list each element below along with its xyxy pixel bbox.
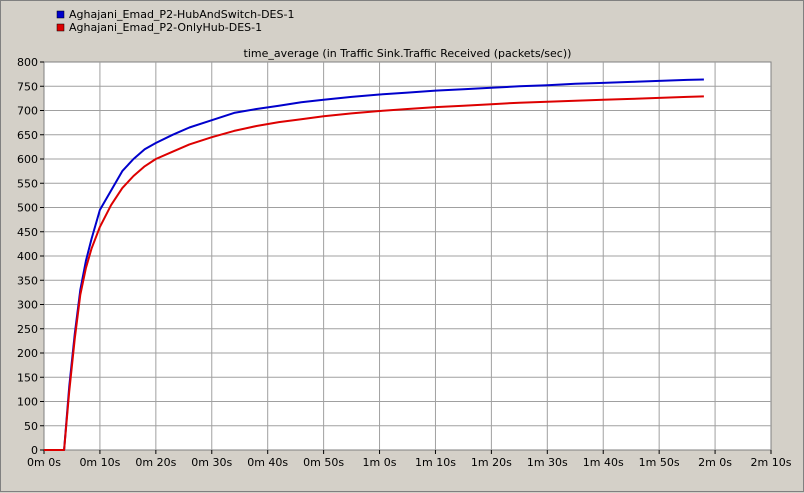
x-tick-label: 0m 40s [247, 456, 288, 469]
y-tick-label: 100 [17, 396, 38, 409]
y-tick-label: 0 [31, 444, 38, 457]
x-tick-label: 1m 20s [471, 456, 512, 469]
y-tick-label: 800 [17, 56, 38, 69]
x-tick-label: 1m 10s [415, 456, 456, 469]
y-tick-label: 500 [17, 202, 38, 215]
legend-label: Aghajani_Emad_P2-OnlyHub-DES-1 [69, 21, 262, 34]
x-tick-label: 1m 30s [527, 456, 568, 469]
y-tick-label: 350 [17, 274, 38, 287]
y-tick-label: 300 [17, 299, 38, 312]
x-tick-label: 0m 10s [79, 456, 120, 469]
legend-swatch [56, 23, 65, 32]
series-line [44, 78, 704, 451]
y-tick-label: 250 [17, 323, 38, 336]
legend-item: Aghajani_Emad_P2-OnlyHub-DES-1 [56, 21, 262, 34]
x-tick-label: 1m 40s [583, 456, 624, 469]
legend-label: Aghajani_Emad_P2-HubAndSwitch-DES-1 [69, 8, 294, 21]
series-layer [44, 78, 704, 451]
x-tick-label: 0m 0s [27, 456, 61, 469]
x-tick-label: 1m 0s [363, 456, 397, 469]
x-tick-label: 1m 50s [639, 456, 680, 469]
y-tick-label: 650 [17, 129, 38, 142]
y-axis: 0 50 100 150 200 250 300 350 400 450 500 550 600 650 7… [17, 56, 44, 457]
y-tick-label: 50 [24, 420, 38, 433]
x-tick-label: 0m 50s [303, 456, 344, 469]
grid-lines [44, 62, 771, 450]
y-tick-label: 700 [17, 105, 38, 118]
x-tick-label: 2m 10s [751, 456, 792, 469]
x-axis: 0m 0s 0m 10s 0m 20s 0m 30s 0m 40s 0m 50s 1m 0s… [27, 450, 792, 469]
legend: Aghajani_Emad_P2-HubAndSwitch-DES-1Aghaj… [56, 8, 294, 34]
x-tick-label: 2m 0s [698, 456, 732, 469]
legend-swatch [56, 10, 65, 19]
y-tick-label: 600 [17, 153, 38, 166]
series-line [44, 95, 704, 451]
y-tick-label: 150 [17, 371, 38, 384]
y-tick-label: 550 [17, 177, 38, 190]
legend-item: Aghajani_Emad_P2-HubAndSwitch-DES-1 [56, 8, 294, 21]
y-tick-label: 200 [17, 347, 38, 360]
x-tick-label: 0m 30s [191, 456, 232, 469]
chart-title: time_average (in Traffic Sink.Traffic Re… [244, 47, 572, 60]
x-tick-label: 0m 20s [135, 456, 176, 469]
y-tick-label: 450 [17, 226, 38, 239]
y-tick-label: 750 [17, 80, 38, 93]
y-tick-label: 400 [17, 250, 38, 263]
